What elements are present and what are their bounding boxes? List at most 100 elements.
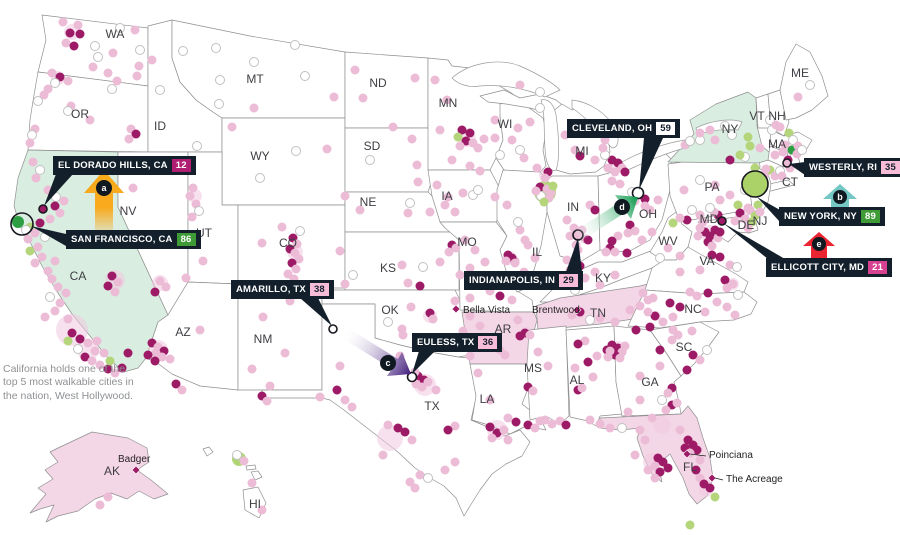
city-dot (335, 361, 345, 371)
city-dot (643, 307, 653, 317)
city-dot (648, 293, 658, 303)
city-dot (75, 334, 85, 344)
city-dot (755, 143, 765, 153)
city-dot (479, 134, 489, 144)
city-dot (63, 106, 73, 116)
city-dot (480, 257, 490, 267)
city-dot (712, 297, 722, 307)
state-ND (344, 51, 429, 129)
city-dot (332, 385, 342, 395)
city-dot (780, 140, 790, 150)
city-dot (691, 465, 701, 475)
city-dot (130, 25, 140, 35)
city-dot (548, 181, 558, 191)
state-label-PA: PA (704, 180, 719, 194)
ring-marker (38, 204, 48, 214)
city-dot (688, 350, 698, 360)
state-label-MO: MO (457, 235, 476, 249)
city-dot (665, 298, 675, 308)
city-dot (625, 305, 635, 315)
city-dot (423, 473, 433, 483)
city-dot (150, 287, 160, 297)
city-dot (451, 243, 461, 253)
city-dot (679, 185, 689, 195)
city-dot (710, 180, 720, 190)
city-dot (53, 282, 63, 292)
city-dot (432, 180, 442, 190)
walk-score-badge: 21 (868, 261, 888, 275)
state-label-NY: NY (722, 122, 739, 136)
city-dot (515, 225, 525, 235)
city-dot (675, 425, 685, 435)
city-dot (675, 251, 685, 261)
callout-pointers (31, 138, 805, 374)
city-dot (745, 205, 755, 215)
city-dot (455, 141, 465, 151)
city-dot (778, 147, 788, 157)
city-dot (532, 163, 542, 173)
city-dot (570, 363, 580, 373)
city-dot (722, 283, 732, 293)
city-dot (685, 136, 695, 146)
city-dot (135, 45, 145, 55)
city-dot (565, 231, 575, 241)
place-diamond (131, 465, 141, 475)
city-dot (61, 288, 71, 298)
city-dot (35, 165, 45, 175)
place-diamond (707, 473, 717, 483)
city-dot (292, 239, 302, 249)
city-dot (561, 420, 571, 430)
city-dot (525, 330, 535, 340)
city-dot (45, 214, 55, 224)
city-dot (25, 246, 35, 256)
city-dot (55, 298, 65, 308)
city-dot (215, 75, 225, 85)
city-dot (405, 198, 415, 208)
city-dot (502, 200, 512, 210)
city-dot (668, 218, 678, 228)
walk-score-badge: 12 (171, 159, 191, 173)
city-dot (73, 344, 83, 354)
city-dot (515, 145, 525, 155)
city-dot (418, 262, 428, 272)
city-dot (720, 275, 730, 285)
state-label-WV: WV (658, 234, 677, 248)
city-dot (161, 282, 171, 292)
city-dot (465, 293, 475, 303)
city-dot (655, 361, 665, 371)
city-dot (107, 84, 117, 94)
city-dot (443, 192, 453, 202)
callout-indianapolis-in: INDIANAPOLIS, IN 29 (464, 271, 584, 291)
city-dot (657, 395, 667, 405)
city-dot (530, 423, 540, 433)
city-dot (610, 270, 620, 280)
city-dot (340, 279, 350, 289)
city-dot (663, 388, 673, 398)
city-dot (110, 368, 120, 378)
city-dot (784, 128, 794, 138)
city-dot (675, 302, 685, 312)
city-dot (613, 231, 623, 241)
state-HI-molokai (245, 464, 257, 471)
city-dot (143, 350, 153, 360)
city-dot (39, 90, 49, 100)
city-dot (188, 183, 198, 193)
city-dot (730, 310, 740, 320)
city-dot (107, 271, 117, 281)
flow-arrows: a b c d e (84, 170, 857, 376)
city-dot (663, 243, 673, 253)
city-dot (707, 241, 717, 251)
city-dot (12, 216, 24, 228)
state-label-MI: MI (575, 144, 588, 158)
city-dot (590, 155, 600, 165)
state-AK (29, 431, 169, 523)
callout-city: SAN FRANCISCO, CA (71, 234, 173, 246)
city-dot (675, 213, 685, 223)
state-label-ME: ME (791, 66, 809, 80)
city-dot (165, 354, 175, 364)
city-dot (95, 500, 105, 510)
callout-el-dorado-hills-ca: EL DORADO HILLS, CA 12 (53, 156, 196, 176)
city-dot (465, 351, 475, 361)
arrow-letter: c (385, 358, 390, 368)
